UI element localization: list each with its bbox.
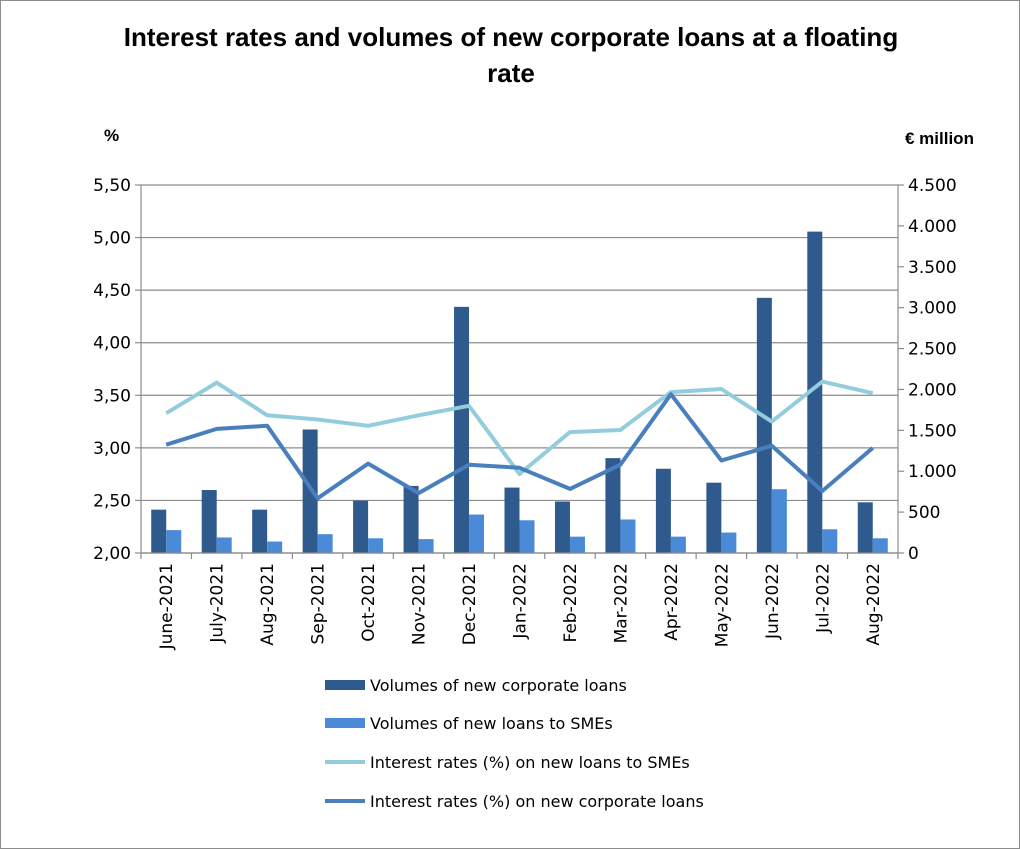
bar: [872, 538, 888, 553]
left-tick-label: 2,50: [93, 491, 131, 511]
left-tick-label: 4,00: [93, 334, 131, 354]
bar: [403, 485, 419, 553]
bar: [368, 538, 384, 553]
bar: [620, 519, 636, 553]
category-label: Dec-2021: [460, 563, 480, 645]
bar: [252, 509, 268, 553]
bar: [201, 490, 217, 553]
bar: [151, 509, 167, 553]
category-label: June-2021: [157, 563, 177, 650]
bar: [469, 514, 485, 553]
legend-label: Volumes of new corporate loans: [370, 676, 627, 695]
right-tick-label: 4.500: [908, 176, 957, 196]
series-line: [165, 379, 874, 477]
category-label: Apr-2022: [662, 563, 682, 641]
series-line: [165, 392, 875, 501]
right-tick-label: 3.000: [908, 299, 957, 319]
right-tick-label: 2.500: [908, 340, 957, 360]
category-label: July-2021: [208, 563, 228, 644]
category-label: Jan-2022: [511, 563, 531, 640]
left-tick-label: 5,00: [93, 229, 131, 249]
category-label: Nov-2021: [410, 563, 430, 645]
right-tick-label: 1.500: [908, 421, 957, 441]
category-label: Jul-2022: [813, 563, 833, 634]
right-tick-label: 0: [908, 544, 919, 564]
left-tick-label: 4,50: [93, 281, 131, 301]
bar-layer: [151, 231, 888, 553]
bar: [706, 482, 722, 553]
right-axis-unit: € million: [905, 129, 974, 148]
bar: [302, 429, 318, 553]
bar: [353, 500, 369, 553]
line-layer: [165, 379, 875, 501]
bar: [317, 534, 333, 553]
bar: [822, 529, 838, 553]
bar: [519, 520, 535, 553]
bar: [418, 539, 434, 553]
bar: [756, 297, 772, 553]
right-tick-label: 4.000: [908, 217, 957, 237]
bar: [267, 541, 283, 553]
bar: [857, 502, 873, 553]
legend-label: Interest rates (%) on new loans to SMEs: [370, 753, 690, 772]
category-label: May-2022: [712, 563, 732, 647]
bar: [721, 532, 737, 553]
bar: [771, 489, 787, 553]
right-tick-label: 3.500: [908, 258, 957, 278]
legend-label: Interest rates (%) on new corporate loan…: [370, 792, 704, 811]
legend-layer: Volumes of new corporate loans Volumes of…: [325, 676, 704, 811]
category-label: Aug-2022: [864, 563, 884, 646]
left-axis-unit: %: [104, 126, 119, 145]
category-label: Aug-2021: [258, 563, 278, 646]
right-tick-label: 1.000: [908, 462, 957, 482]
category-label: Sep-2021: [309, 563, 329, 644]
category-label: Mar-2022: [611, 563, 631, 643]
chart-title: Interest rates and volumes of new corpor…: [123, 22, 899, 88]
bar: [216, 537, 232, 553]
bar: [605, 458, 621, 553]
legend-swatch: [325, 680, 365, 690]
right-tick-label: 500: [908, 503, 940, 523]
left-tick-label: 3,00: [93, 439, 131, 459]
bar: [807, 231, 823, 553]
axis-layer: 2,00 2,50 3,00 3,50 4,00 4,50 5,00 5,50 0 500 1.00…: [93, 176, 957, 650]
left-tick-label: 3,50: [93, 386, 131, 406]
bar: [504, 487, 520, 553]
left-tick-label: 5,50: [93, 176, 131, 196]
bar: [569, 536, 585, 553]
category-label: Oct-2021: [359, 563, 379, 642]
bar: [655, 468, 671, 553]
category-label: Jun-2022: [763, 563, 783, 640]
right-tick-label: 2.000: [908, 380, 957, 400]
legend-label: Volumes of new loans to SMEs: [370, 714, 613, 733]
category-label: Feb-2022: [561, 563, 581, 643]
left-tick-label: 2,00: [93, 544, 131, 564]
legend-swatch: [325, 718, 365, 728]
bar: [454, 306, 470, 553]
bar: [670, 536, 686, 553]
bar: [554, 501, 570, 553]
bar: [166, 530, 182, 553]
